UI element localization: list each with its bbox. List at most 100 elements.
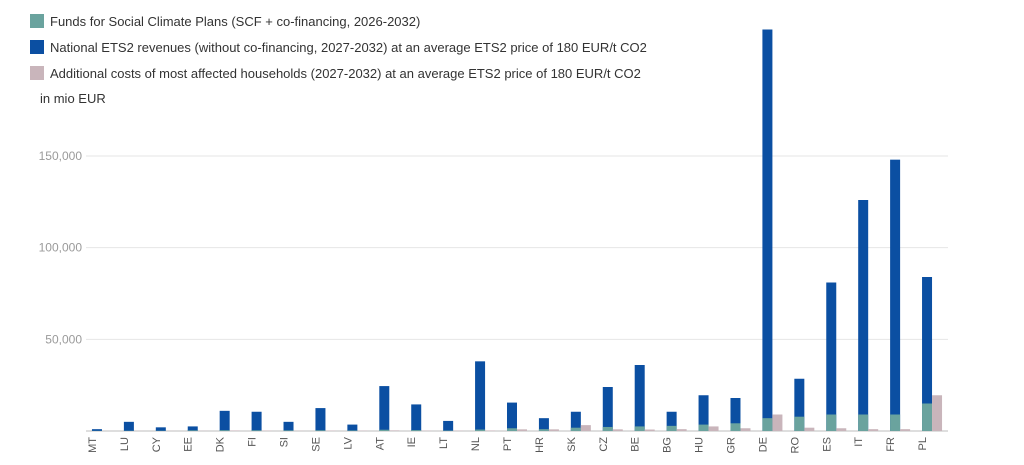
bar-scf-funds-SK[interactable]: [570, 427, 581, 431]
x-tick-label-AT: AT: [374, 437, 386, 451]
bar-additional-costs-RO[interactable]: [804, 427, 815, 431]
bar-ets2-revenues-HR[interactable]: [538, 418, 549, 431]
x-tick-label-CZ: CZ: [598, 437, 610, 452]
bar-scf-funds-IT[interactable]: [858, 414, 869, 432]
bar-scf-funds-ES[interactable]: [826, 414, 837, 432]
bar-ets2-revenues-CZ[interactable]: [602, 387, 613, 431]
x-tick-label-SK: SK: [566, 436, 578, 451]
bar-additional-costs-PL[interactable]: [932, 395, 943, 431]
bar-additional-costs-DE[interactable]: [772, 414, 783, 432]
bar-scf-funds-DE[interactable]: [762, 418, 773, 431]
bar-additional-costs-AT[interactable]: [389, 430, 400, 431]
bar-additional-costs-GR[interactable]: [740, 428, 751, 431]
bar-scf-funds-FI[interactable]: [251, 430, 262, 431]
bar-ets2-revenues-RO[interactable]: [794, 378, 805, 431]
bar-additional-costs-FR[interactable]: [900, 429, 911, 431]
bar-ets2-revenues-SE[interactable]: [315, 408, 326, 431]
bar-ets2-revenues-IT[interactable]: [858, 200, 869, 431]
bar-scf-funds-SE[interactable]: [315, 430, 326, 431]
bar-scf-funds-IE[interactable]: [411, 430, 422, 431]
bar-ets2-revenues-CY[interactable]: [155, 427, 166, 431]
bar-additional-costs-DK[interactable]: [229, 430, 240, 431]
bar-scf-funds-BE[interactable]: [634, 426, 645, 431]
bar-ets2-revenues-HU[interactable]: [698, 395, 709, 431]
x-tick-label-LV: LV: [342, 436, 354, 449]
bar-scf-funds-AT[interactable]: [379, 429, 390, 431]
x-tick-label-ES: ES: [821, 437, 833, 452]
legend-label-ets2-revenues: National ETS2 revenues (without co-finan…: [50, 39, 647, 55]
bar-ets2-revenues-DK[interactable]: [219, 410, 230, 431]
bar-scf-funds-HR[interactable]: [538, 429, 549, 431]
legend-item-additional-costs[interactable]: Additional costs of most affected househ…: [30, 60, 647, 86]
bar-scf-funds-FR[interactable]: [890, 414, 901, 432]
bar-additional-costs-SK[interactable]: [580, 425, 591, 431]
legend-item-scf[interactable]: Funds for Social Climate Plans (SCF + co…: [30, 8, 647, 34]
x-tick-label-PL: PL: [917, 437, 929, 450]
bar-ets2-revenues-GR[interactable]: [730, 398, 741, 431]
bar-ets2-revenues-LT[interactable]: [443, 420, 454, 431]
bar-additional-costs-IT[interactable]: [868, 429, 879, 431]
legend-swatch-additional-costs: [30, 66, 44, 80]
bar-scf-funds-GR[interactable]: [730, 423, 741, 431]
bar-ets2-revenues-AT[interactable]: [379, 386, 390, 431]
bar-scf-funds-PL[interactable]: [922, 403, 933, 432]
bar-additional-costs-HR[interactable]: [548, 429, 559, 431]
x-tick-label-BG: BG: [662, 437, 674, 453]
legend: Funds for Social Climate Plans (SCF + co…: [30, 8, 647, 86]
bar-ets2-revenues-DE[interactable]: [762, 29, 773, 432]
bar-ets2-revenues-FR[interactable]: [890, 159, 901, 431]
bar-ets2-revenues-SK[interactable]: [570, 411, 581, 431]
bar-scf-funds-EE[interactable]: [187, 430, 198, 431]
bar-scf-funds-NL[interactable]: [475, 429, 486, 431]
x-tick-label-FI: FI: [247, 437, 259, 447]
bar-scf-funds-LV[interactable]: [347, 430, 358, 431]
bar-scf-funds-BG[interactable]: [666, 425, 677, 431]
bar-ets2-revenues-MT[interactable]: [91, 429, 102, 431]
x-tick-label-PT: PT: [502, 437, 514, 451]
legend-swatch-ets2-revenues: [30, 40, 44, 54]
bar-ets2-revenues-SI[interactable]: [283, 421, 294, 431]
x-tick-label-SE: SE: [310, 437, 322, 452]
bar-scf-funds-RO[interactable]: [794, 416, 805, 431]
x-tick-label-DK: DK: [215, 436, 227, 452]
y-tick-label: 50,000: [45, 332, 82, 346]
bar-scf-funds-SI[interactable]: [283, 430, 294, 431]
bar-additional-costs-BG[interactable]: [676, 429, 687, 431]
bar-additional-costs-HU[interactable]: [708, 426, 719, 431]
bar-ets2-revenues-PL[interactable]: [922, 277, 933, 431]
bar-scf-funds-HU[interactable]: [698, 424, 709, 431]
bar-ets2-revenues-PT[interactable]: [507, 402, 517, 431]
x-tick-label-NL: NL: [470, 437, 482, 451]
bar-ets2-revenues-LU[interactable]: [123, 421, 134, 431]
bar-ets2-revenues-FI[interactable]: [251, 411, 262, 431]
x-tick-label-LU: LU: [119, 437, 131, 451]
bar-scf-funds-PT[interactable]: [507, 428, 517, 431]
bar-ets2-revenues-BE[interactable]: [634, 365, 645, 431]
bar-additional-costs-CZ[interactable]: [612, 429, 623, 431]
x-tick-label-SI: SI: [279, 437, 291, 447]
bar-ets2-revenues-EE[interactable]: [187, 426, 198, 431]
bar-scf-funds-DK[interactable]: [219, 430, 230, 431]
x-tick-label-RO: RO: [789, 437, 801, 454]
x-tick-label-EE: EE: [183, 437, 195, 452]
x-tick-label-FR: FR: [885, 437, 897, 452]
x-tick-label-DE: DE: [757, 437, 769, 452]
bar-ets2-revenues-IE[interactable]: [411, 404, 422, 431]
legend-item-ets2-revenues[interactable]: National ETS2 revenues (without co-finan…: [30, 34, 647, 60]
bar-ets2-revenues-ES[interactable]: [826, 282, 837, 432]
x-tick-label-CY: CY: [151, 436, 163, 452]
bar-additional-costs-BE[interactable]: [644, 429, 655, 431]
bar-scf-funds-CZ[interactable]: [602, 426, 613, 431]
bar-additional-costs-PT[interactable]: [517, 429, 527, 431]
bar-additional-costs-NL[interactable]: [485, 430, 496, 431]
bars: [91, 29, 943, 432]
bar-additional-costs-ES[interactable]: [836, 428, 847, 431]
x-tick-label-BE: BE: [630, 437, 642, 452]
bar-ets2-revenues-LV[interactable]: [347, 424, 358, 431]
legend-label-additional-costs: Additional costs of most affected househ…: [50, 65, 641, 81]
bar-ets2-revenues-BG[interactable]: [666, 411, 677, 431]
x-tick-label-LT: LT: [438, 437, 450, 449]
y-unit-label: in mio EUR: [40, 91, 106, 106]
bar-ets2-revenues-NL[interactable]: [475, 361, 486, 431]
